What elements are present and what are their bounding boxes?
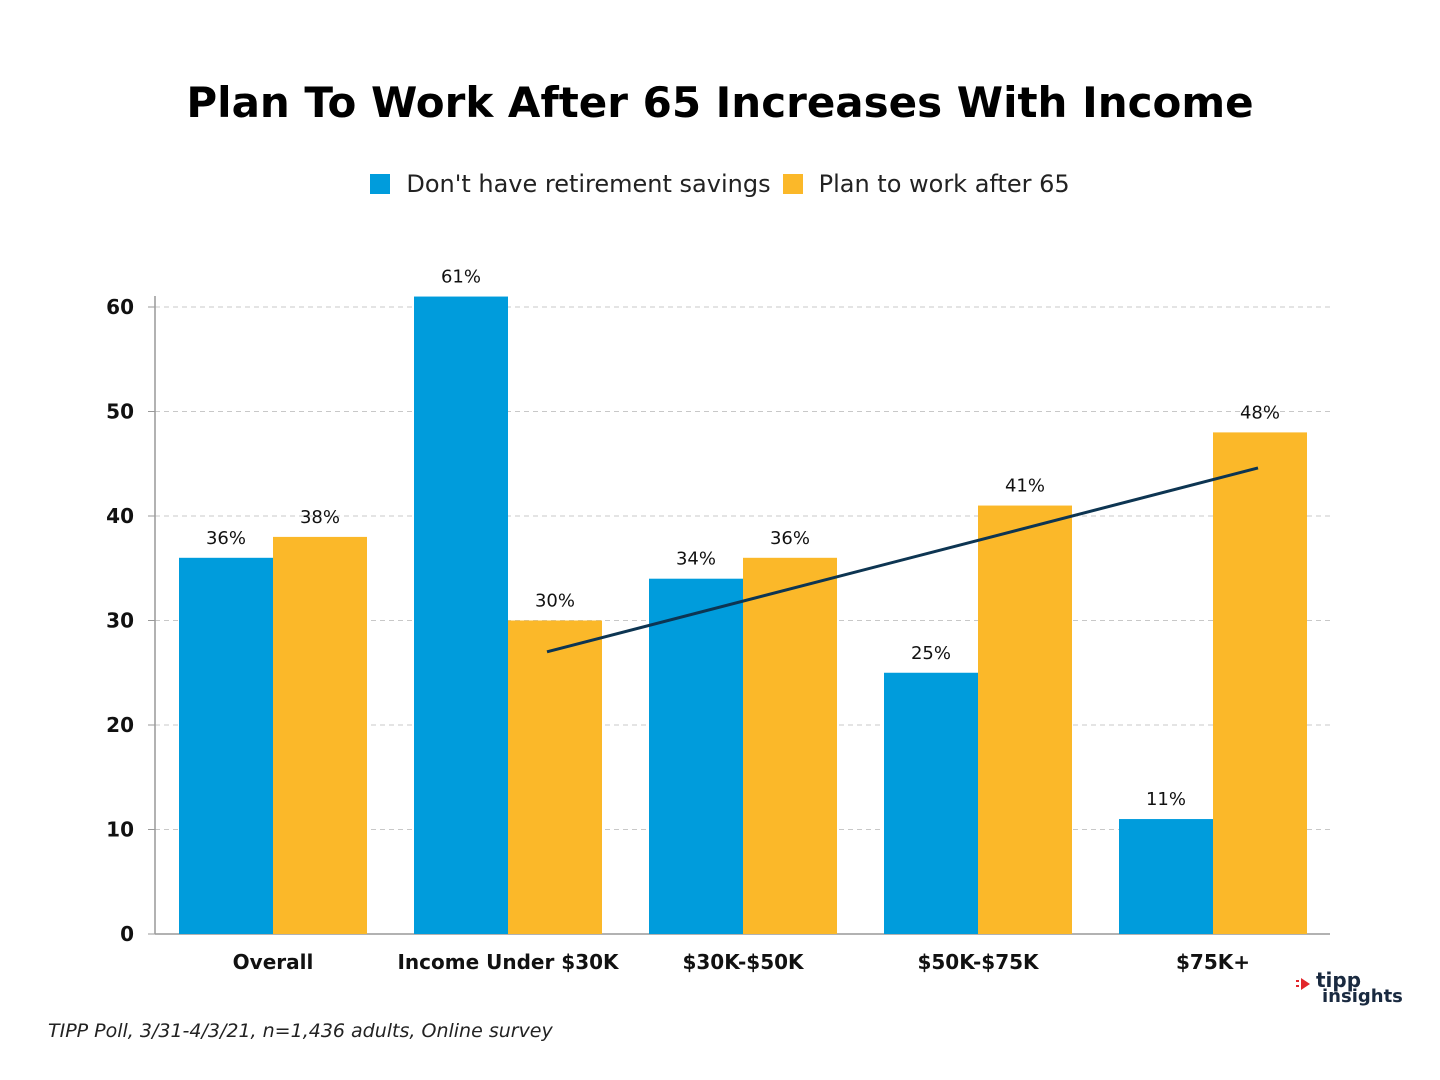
x-tick-label: $50K-$75K	[917, 950, 1040, 974]
data-label: 38%	[300, 507, 340, 528]
bar-plan-to-work	[508, 620, 602, 934]
bar-plan-to-work	[978, 505, 1072, 934]
y-tick-label: 60	[106, 295, 134, 319]
bar-no-savings	[884, 672, 978, 934]
data-label: 30%	[535, 591, 575, 612]
tipp-insights-logo: tipp insights	[1296, 968, 1406, 1012]
legend-label-no-savings: Don't have retirement savings	[406, 170, 771, 198]
x-tick-label: $75K+	[1176, 950, 1250, 974]
y-tick-label: 30	[106, 609, 134, 633]
data-label: 61%	[441, 267, 481, 288]
y-tick-label: 20	[106, 713, 134, 737]
bar-no-savings	[179, 557, 273, 934]
data-label: 36%	[206, 528, 246, 549]
data-label: 34%	[676, 549, 716, 570]
footnote: TIPP Poll, 3/31-4/3/21, n=1,436 adults, …	[48, 1020, 553, 1042]
data-label: 11%	[1146, 789, 1186, 810]
legend-item-no-savings: Don't have retirement savings	[370, 170, 771, 198]
legend-item-plan-to-work: Plan to work after 65	[782, 170, 1070, 198]
data-label: 41%	[1005, 476, 1045, 497]
x-tick-label: Income Under $30K	[397, 950, 620, 974]
chart-legend: Don't have retirement savings Plan to wo…	[0, 170, 1440, 198]
logo-arrow-icon	[1296, 978, 1310, 990]
bar-no-savings	[649, 578, 743, 934]
logo-text-tipp: tipp	[1316, 968, 1362, 992]
y-tick-label: 0	[120, 922, 134, 946]
legend-label-plan-to-work: Plan to work after 65	[818, 170, 1070, 198]
legend-swatch-no-savings	[370, 174, 391, 194]
bar-plan-to-work	[1213, 432, 1307, 934]
data-label: 25%	[911, 643, 951, 664]
bar-no-savings	[414, 296, 508, 934]
data-label: 48%	[1240, 402, 1280, 423]
trend-line	[546, 466, 1259, 654]
x-tick-label: Overall	[233, 950, 314, 974]
legend-swatch-plan-to-work	[782, 174, 803, 194]
bar-plan-to-work	[743, 557, 837, 934]
bar-plan-to-work	[273, 536, 367, 934]
data-label: 36%	[770, 528, 810, 549]
logo-text-insights: insights	[1322, 986, 1403, 1007]
y-tick-label: 10	[106, 818, 134, 842]
y-tick-label: 50	[106, 400, 134, 424]
chart-title: Plan To Work After 65 Increases With Inc…	[186, 78, 1254, 127]
y-tick-label: 40	[106, 504, 134, 528]
bar-no-savings	[1119, 819, 1213, 934]
x-tick-label: $30K-$50K	[682, 950, 805, 974]
